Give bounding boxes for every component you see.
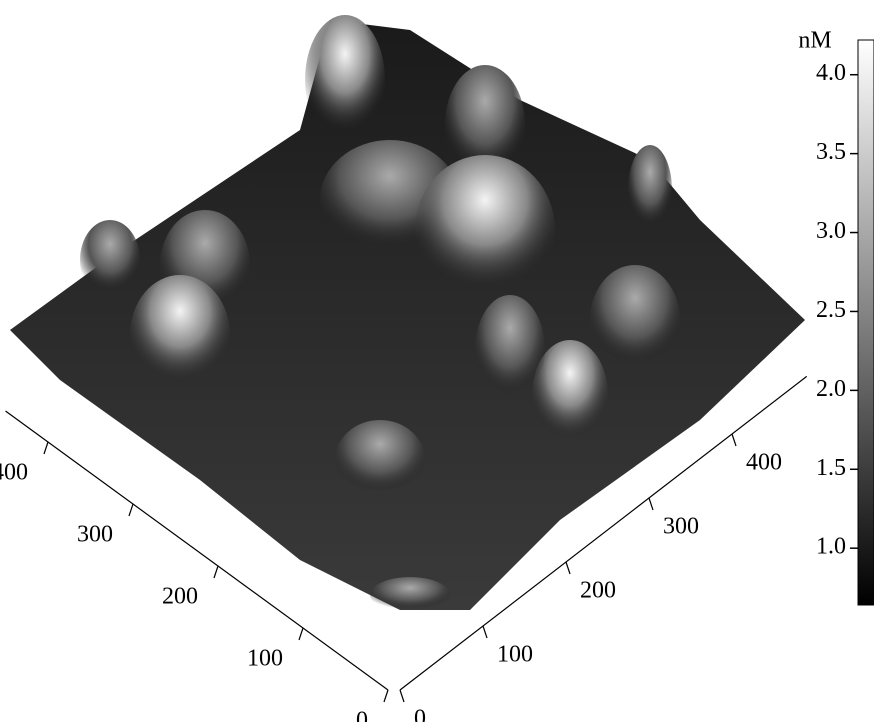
y-tick-label: 0 [414,706,426,723]
y-tick [483,626,487,638]
colorbar-tick-label: 1.5 [816,455,846,481]
chart: nM 1.0 1.5 2.0 2.5 3.0 3.5 4.0 0 100 200 300 400 0 10… [0,0,874,722]
y-tick-label: 300 [663,514,699,540]
y-tick [566,562,570,574]
y-tick [732,434,736,446]
x-tick-label: 400 [0,460,28,486]
colorbar-tick-label: 1.0 [816,534,846,560]
y-tick [649,498,653,510]
x-tick-label: 0 [356,708,368,723]
x-tick [129,504,133,516]
colorbar-label: nM [798,28,831,54]
colorbar [858,40,874,605]
x-tick-label: 200 [162,584,198,610]
colorbar-tick-label: 2.0 [816,376,846,402]
x-tick [214,566,218,578]
colorbar-tick-label: 3.5 [816,139,846,165]
y-tick-label: 100 [497,642,533,668]
x-tick [44,442,48,454]
y-tick [400,690,404,702]
colorbar-tick-label: 4.0 [816,60,846,86]
x-tick [384,690,388,702]
y-tick-label: 400 [746,450,782,476]
x-tick-label: 100 [247,646,283,672]
x-tick [299,628,303,640]
colorbar-tick-label: 3.0 [816,218,846,244]
x-tick-label: 300 [77,522,113,548]
y-tick-label: 200 [580,578,616,604]
colorbar-tick-label: 2.5 [816,297,846,323]
